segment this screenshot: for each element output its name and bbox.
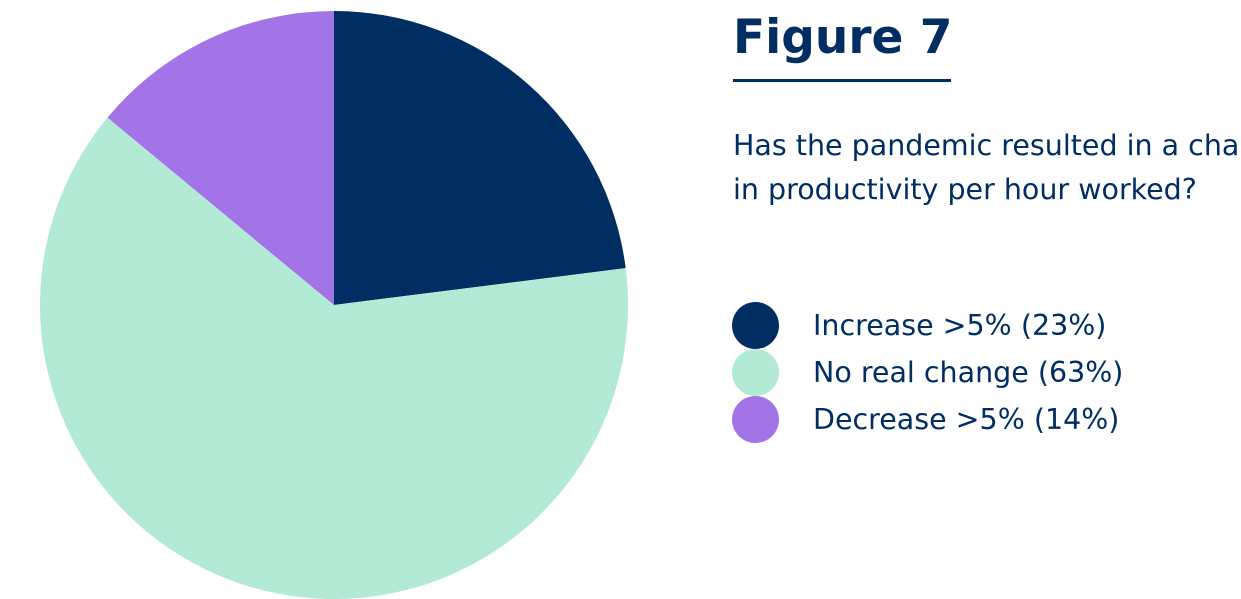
legend-item-increase: Increase >5% (23%): [732, 302, 1123, 349]
pie-slice-increase: [334, 11, 626, 305]
legend-label-no-change: No real change (63%): [813, 356, 1124, 389]
legend-item-decrease: Decrease >5% (14%): [732, 396, 1123, 443]
chart-question: Has the pandemic resulted in a change in…: [733, 124, 1241, 212]
pie-slice-no-change: [40, 117, 628, 599]
legend-item-no-change: No real change (63%): [732, 349, 1123, 396]
legend-swatch-decrease: [732, 396, 779, 443]
pie-slice-decrease: [107, 11, 334, 305]
legend-swatch-increase: [732, 302, 779, 349]
legend-swatch-no-change: [732, 349, 779, 396]
question-line-1: Has the pandemic resulted in a change: [733, 129, 1241, 162]
chart-legend: Increase >5% (23%) No real change (63%) …: [732, 302, 1123, 443]
question-line-2: in productivity per hour worked?: [733, 173, 1197, 206]
pie-chart: [40, 11, 628, 599]
title-underline: [733, 79, 951, 82]
legend-label-decrease: Decrease >5% (14%): [813, 403, 1120, 436]
legend-label-increase: Increase >5% (23%): [813, 309, 1107, 342]
figure-title: Figure 7: [733, 10, 953, 65]
